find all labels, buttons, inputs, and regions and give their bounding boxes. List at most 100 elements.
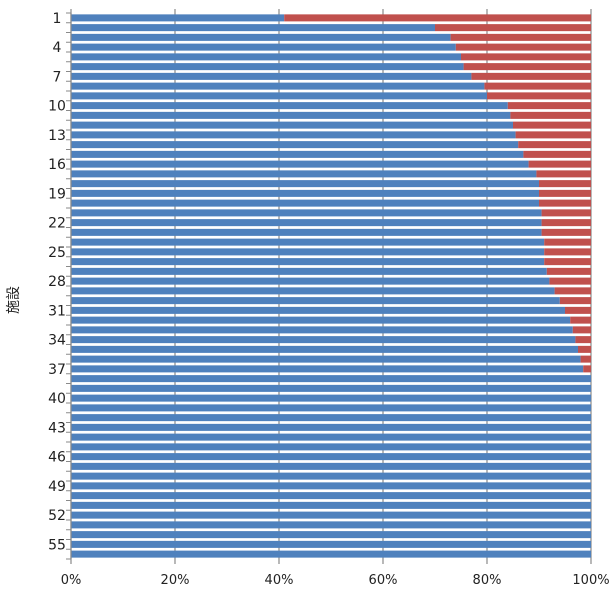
bar-segment-1-row-28 xyxy=(71,277,550,285)
bar-segment-2-row-16 xyxy=(528,160,591,168)
gridlines xyxy=(70,9,592,564)
bar-segment-1-row-34 xyxy=(71,336,576,344)
bar-segment-2-row-27 xyxy=(546,267,591,275)
bar-segment-1-row-36 xyxy=(71,355,581,363)
bar-segment-1-row-9 xyxy=(71,92,487,100)
x-tick-label: 40% xyxy=(265,573,294,588)
bar-segment-1-row-15 xyxy=(71,150,524,158)
bar-segment-1-row-14 xyxy=(71,141,519,149)
bar-segment-1-row-7 xyxy=(71,72,472,80)
bar-segment-2-row-13 xyxy=(515,131,591,139)
x-tick-label: 80% xyxy=(473,573,502,588)
bar-segment-1-row-51 xyxy=(71,501,591,509)
y-tick-label: 31 xyxy=(48,303,66,319)
bar-segment-2-row-31 xyxy=(565,306,591,314)
bar-segment-1-row-49 xyxy=(71,482,591,490)
bar-segment-1-row-44 xyxy=(71,433,591,441)
bar-segment-2-row-15 xyxy=(523,150,591,158)
bar-segment-1-row-1 xyxy=(71,14,285,22)
bar-segment-1-row-20 xyxy=(71,199,539,207)
bar-segment-1-row-40 xyxy=(71,394,591,402)
bar-segment-1-row-11 xyxy=(71,111,511,119)
bar-segment-1-row-2 xyxy=(71,24,435,32)
bar-segment-1-row-13 xyxy=(71,131,516,139)
y-tick-label: 10 xyxy=(48,99,66,115)
bar-segment-1-row-18 xyxy=(71,180,539,188)
bar-segment-2-row-6 xyxy=(463,63,591,71)
bar-segment-2-row-30 xyxy=(559,297,591,305)
bar-segment-2-row-20 xyxy=(539,199,591,207)
bar-segment-2-row-26 xyxy=(544,258,591,266)
bar-segment-1-row-23 xyxy=(71,228,542,236)
bar-segment-2-row-29 xyxy=(554,287,591,295)
bar-segment-2-row-8 xyxy=(484,82,591,90)
bar-segment-2-row-1 xyxy=(284,14,591,22)
bar-segment-2-row-32 xyxy=(570,316,591,324)
y-tick-label: 22 xyxy=(48,216,66,232)
bars xyxy=(71,14,591,558)
bar-segment-2-row-37 xyxy=(583,365,591,373)
bar-segment-1-row-53 xyxy=(71,521,591,529)
y-tick-label: 52 xyxy=(48,508,66,524)
y-tick-label: 1 xyxy=(53,11,62,27)
y-tick-label: 49 xyxy=(48,479,66,495)
bar-segment-1-row-27 xyxy=(71,267,547,275)
bar-segment-1-row-3 xyxy=(71,33,451,41)
bar-segment-1-row-48 xyxy=(71,472,591,480)
x-tick-label: 60% xyxy=(369,573,398,588)
y-axis-label: 施設 xyxy=(6,286,22,314)
bar-segment-2-row-23 xyxy=(541,228,591,236)
bar-segment-1-row-47 xyxy=(71,462,591,470)
bar-segment-1-row-21 xyxy=(71,209,542,217)
bar-segment-2-row-34 xyxy=(575,336,591,344)
y-tick-label: 19 xyxy=(48,186,66,202)
y-tick-label: 37 xyxy=(48,362,66,378)
bar-segment-1-row-6 xyxy=(71,63,464,71)
bar-segment-1-row-4 xyxy=(71,43,456,51)
bar-segment-1-row-50 xyxy=(71,492,591,500)
y-tick-label: 43 xyxy=(48,420,66,436)
y-tick-label: 7 xyxy=(53,69,62,85)
bar-segment-2-row-7 xyxy=(471,72,591,80)
bar-segment-1-row-38 xyxy=(71,375,591,383)
bar-segment-1-row-31 xyxy=(71,306,565,314)
bar-segment-1-row-45 xyxy=(71,443,591,451)
bar-segment-1-row-43 xyxy=(71,423,591,431)
x-tick-label: 100% xyxy=(572,573,609,588)
bar-segment-2-row-3 xyxy=(450,33,591,41)
bar-segment-1-row-8 xyxy=(71,82,485,90)
bar-segment-1-row-12 xyxy=(71,121,513,129)
x-tick-label: 20% xyxy=(161,573,190,588)
y-tick-label: 34 xyxy=(48,333,66,349)
bar-segment-1-row-10 xyxy=(71,102,508,110)
bar-segment-2-row-4 xyxy=(455,43,591,51)
y-tick-label: 4 xyxy=(53,40,62,56)
y-tick-label: 16 xyxy=(48,157,66,173)
bar-segment-2-row-25 xyxy=(544,248,591,256)
bar-segment-2-row-5 xyxy=(461,53,591,61)
bar-segment-2-row-12 xyxy=(513,121,591,129)
bar-segment-1-row-26 xyxy=(71,258,545,266)
bar-segment-1-row-42 xyxy=(71,414,591,422)
y-tick-label: 55 xyxy=(48,537,66,553)
bar-segment-1-row-56 xyxy=(71,550,591,558)
x-tick-label: 0% xyxy=(61,573,82,588)
bar-segment-2-row-35 xyxy=(578,345,591,353)
bar-segment-1-row-33 xyxy=(71,326,573,334)
bar-segment-2-row-19 xyxy=(539,189,591,197)
bar-segment-1-row-37 xyxy=(71,365,584,373)
y-tick-label: 28 xyxy=(48,274,66,290)
bar-segment-1-row-39 xyxy=(71,384,591,392)
bar-segment-1-row-54 xyxy=(71,531,591,539)
bar-segment-2-row-9 xyxy=(487,92,591,100)
y-tick-label: 25 xyxy=(48,245,66,261)
bar-segment-2-row-24 xyxy=(544,238,591,246)
bar-segment-1-row-24 xyxy=(71,238,545,246)
bar-segment-2-row-18 xyxy=(539,180,591,188)
bar-segment-1-row-25 xyxy=(71,248,545,256)
y-tick-label: 46 xyxy=(48,450,66,466)
bar-segment-1-row-30 xyxy=(71,297,560,305)
bar-segment-2-row-14 xyxy=(518,141,591,149)
bar-segment-1-row-22 xyxy=(71,219,542,227)
